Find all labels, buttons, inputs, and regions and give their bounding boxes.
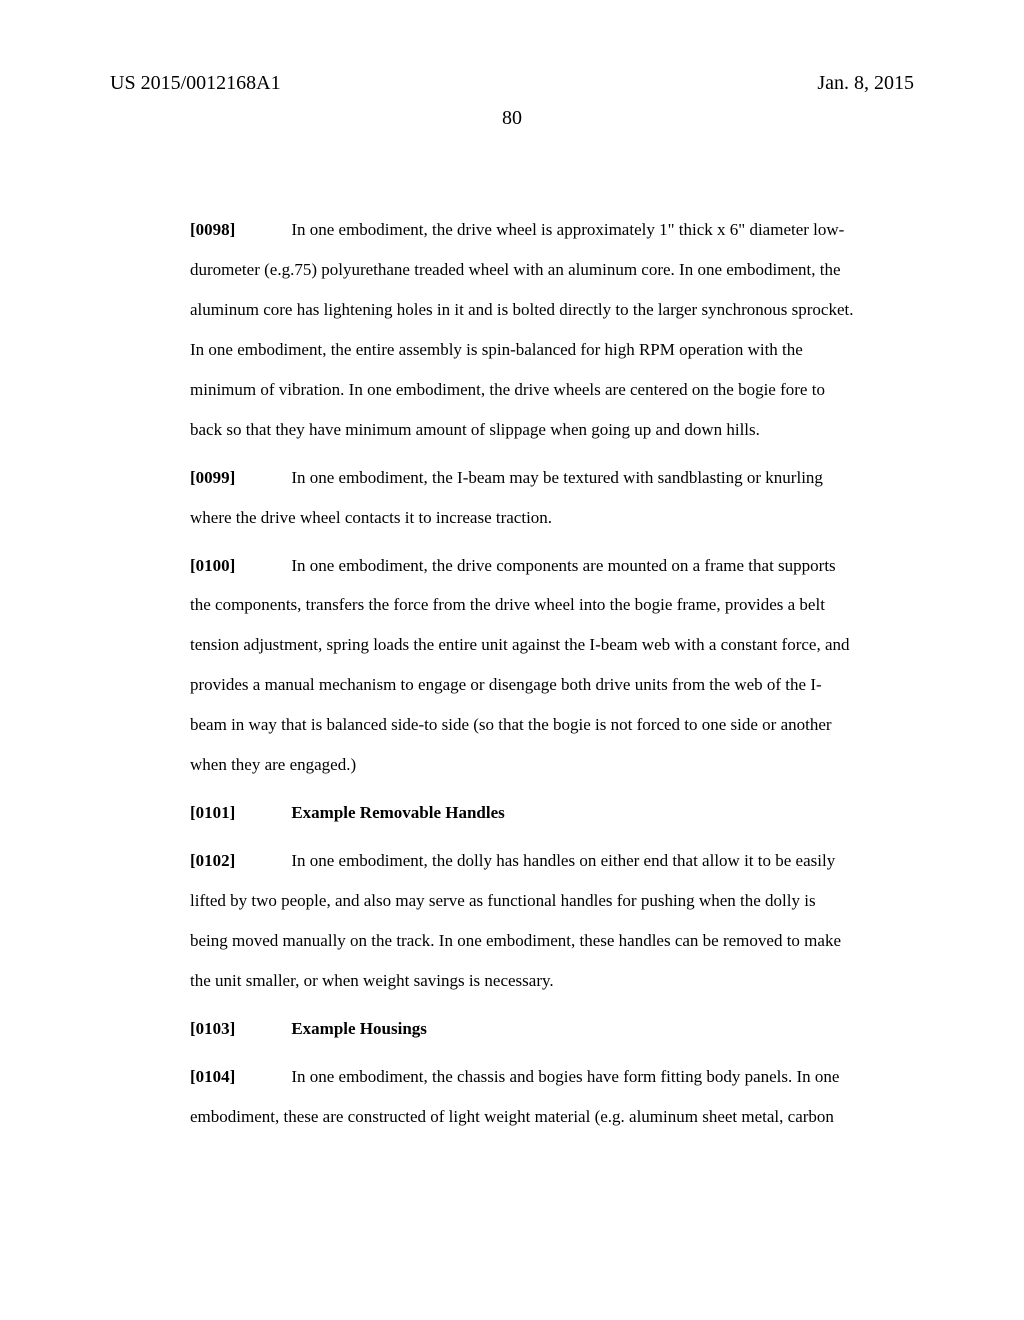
- para-number: [0101]: [190, 803, 235, 822]
- para-text: In one embodiment, the dolly has handles…: [190, 851, 841, 990]
- para-number: [0100]: [190, 556, 235, 575]
- para-0104: [0104]In one embodiment, the chassis and…: [190, 1057, 854, 1137]
- section-heading: Example Housings: [291, 1019, 427, 1038]
- section-heading: Example Removable Handles: [291, 803, 504, 822]
- para-number: [0103]: [190, 1019, 235, 1038]
- body-text: [0098]In one embodiment, the drive wheel…: [190, 210, 854, 1137]
- para-text: In one embodiment, the drive components …: [190, 556, 850, 775]
- page-number: 80: [110, 107, 914, 130]
- para-number: [0102]: [190, 851, 235, 870]
- para-number: [0099]: [190, 468, 235, 487]
- para-number: [0104]: [190, 1067, 235, 1086]
- para-number: [0098]: [190, 220, 235, 239]
- para-0100: [0100]In one embodiment, the drive compo…: [190, 546, 854, 786]
- para-text: In one embodiment, the I-beam may be tex…: [190, 468, 823, 527]
- publication-number: US 2015/0012168A1: [110, 72, 281, 95]
- para-text: In one embodiment, the chassis and bogie…: [190, 1067, 839, 1126]
- para-0102: [0102]In one embodiment, the dolly has h…: [190, 841, 854, 1001]
- para-0103: [0103] Example Housings: [190, 1009, 854, 1049]
- para-text: In one embodiment, the drive wheel is ap…: [190, 220, 854, 439]
- publication-date: Jan. 8, 2015: [817, 72, 914, 95]
- page: US 2015/0012168A1 Jan. 8, 2015 80 [0098]…: [0, 0, 1024, 1320]
- page-header: US 2015/0012168A1 Jan. 8, 2015: [110, 72, 914, 95]
- para-0098: [0098]In one embodiment, the drive wheel…: [190, 210, 854, 450]
- para-0099: [0099]In one embodiment, the I-beam may …: [190, 458, 854, 538]
- para-0101: [0101] Example Removable Handles: [190, 793, 854, 833]
